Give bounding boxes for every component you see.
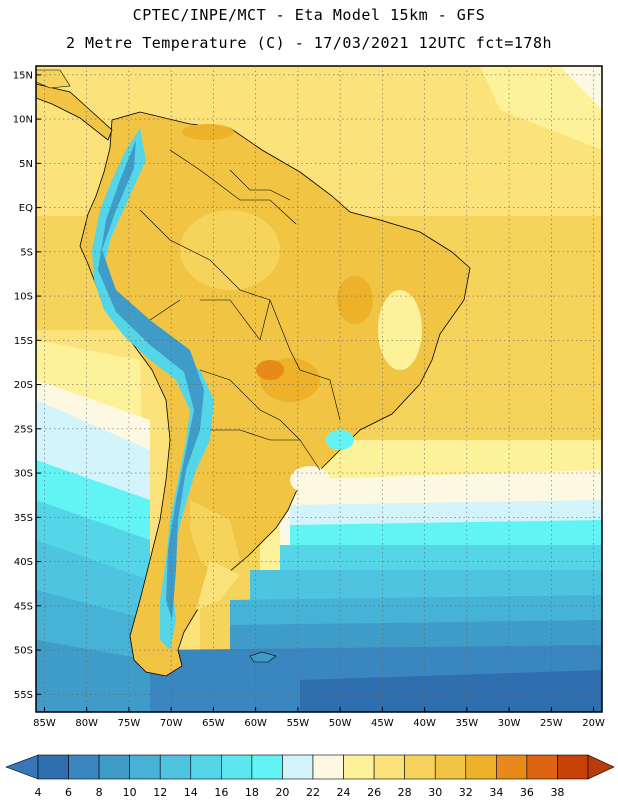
lat-label: 20S bbox=[14, 380, 33, 391]
hot-spot-brazil bbox=[337, 276, 373, 324]
lat-label: 5N bbox=[19, 159, 33, 170]
falkland-islands bbox=[249, 651, 277, 663]
map-frame bbox=[35, 65, 603, 713]
latitude-labels: 15N 10N 5N EQ 5S 10S 15S 20S 25S 30S 35S 40S 45S 50S 5… bbox=[13, 70, 33, 700]
lon-label: 70W bbox=[160, 718, 183, 729]
colorbar-label: 16 bbox=[214, 786, 228, 799]
patagonia-warm bbox=[190, 500, 240, 580]
colorbar-swatch bbox=[190, 754, 222, 780]
colorbar-label: 8 bbox=[96, 786, 103, 799]
colorbar-low-arrow bbox=[5, 754, 39, 780]
colorbar-swatch bbox=[343, 754, 375, 780]
colorbar-swatch bbox=[98, 754, 130, 780]
colorbar-swatch bbox=[251, 754, 283, 780]
lat-label: 5S bbox=[20, 247, 33, 258]
uruguay-cool bbox=[290, 466, 330, 494]
lon-label: 45W bbox=[371, 718, 394, 729]
colorbar-label: 10 bbox=[123, 786, 137, 799]
colorbar-label: 22 bbox=[306, 786, 320, 799]
lat-label: 40S bbox=[14, 557, 33, 568]
very-hot-spot bbox=[256, 360, 284, 380]
lon-label: 80W bbox=[75, 718, 98, 729]
colorbar-swatch bbox=[526, 754, 558, 780]
colorbar-label: 32 bbox=[459, 786, 473, 799]
colorbar: 4 6 8 10 12 14 16 18 20 22 24 26 28 30 32 34 36 38 bbox=[5, 754, 615, 799]
lat-label: 10N bbox=[13, 115, 33, 126]
colorbar-label: 30 bbox=[428, 786, 442, 799]
colorbar-label: 14 bbox=[184, 786, 198, 799]
lat-label: 25S bbox=[14, 424, 33, 435]
pacific-band-8 bbox=[36, 640, 150, 712]
amazon-mild-area bbox=[180, 210, 280, 290]
lat-label: 55S bbox=[14, 690, 33, 701]
colorbar-label: 34 bbox=[489, 786, 503, 799]
lon-label: 25W bbox=[540, 718, 563, 729]
ne-atlantic-mild bbox=[480, 66, 602, 150]
colorbar-swatch bbox=[557, 754, 589, 780]
lon-label: 55W bbox=[287, 718, 310, 729]
chart-title: CPTEC/INPE/MCT - Eta Model 15km - GFS bbox=[132, 6, 486, 24]
hot-spot-venezuela bbox=[182, 124, 234, 140]
colorbar-swatch bbox=[221, 754, 253, 780]
map-field bbox=[36, 66, 602, 712]
chart-subtitle: 2 Metre Temperature (C) - 17/03/2021 12U… bbox=[65, 34, 553, 52]
colorbar-label: 4 bbox=[35, 786, 42, 799]
graticule bbox=[36, 66, 602, 712]
colorbar-swatch bbox=[159, 754, 192, 780]
central-america bbox=[36, 83, 113, 141]
colorbar-swatch bbox=[496, 754, 528, 780]
lat-label: 45S bbox=[14, 601, 33, 612]
colorbar-swatch bbox=[68, 754, 100, 780]
lon-label: 65W bbox=[202, 718, 225, 729]
colorbar-swatch bbox=[37, 754, 69, 780]
lat-label: 15N bbox=[13, 70, 33, 81]
lat-label: 50S bbox=[14, 646, 33, 657]
mexico-coast bbox=[36, 69, 71, 89]
colorbar-label: 20 bbox=[275, 786, 289, 799]
lat-label: EQ bbox=[19, 203, 33, 214]
lon-label: 30W bbox=[498, 718, 521, 729]
colorbar-swatch bbox=[434, 754, 467, 780]
lon-label: 35W bbox=[456, 718, 479, 729]
lon-label: 75W bbox=[118, 718, 141, 729]
lon-label: 20W bbox=[582, 718, 605, 729]
colorbar-high-arrow bbox=[587, 754, 615, 780]
colorbar-swatch bbox=[404, 754, 436, 780]
colorbar-label: 6 bbox=[65, 786, 72, 799]
lat-label: 30S bbox=[14, 469, 33, 480]
colorbar-label: 18 bbox=[245, 786, 259, 799]
colorbar-label: 38 bbox=[550, 786, 564, 799]
colorbar-label: 28 bbox=[398, 786, 412, 799]
lon-label: 85W bbox=[33, 718, 56, 729]
colorbar-swatch bbox=[129, 754, 161, 780]
colorbar-swatch bbox=[282, 754, 314, 780]
lat-label: 35S bbox=[14, 513, 33, 524]
colorbar-label: 26 bbox=[367, 786, 381, 799]
colorbar-label: 24 bbox=[337, 786, 351, 799]
longitude-labels: 85W 80W 75W 70W 65W 60W 55W 50W 45W 40W 35W 30W 25W 2… bbox=[33, 718, 605, 729]
colorbar-swatch bbox=[465, 754, 497, 780]
colorbar-swatch bbox=[373, 754, 405, 780]
lon-label: 60W bbox=[244, 718, 267, 729]
colorbar-label: 36 bbox=[520, 786, 534, 799]
ne-atlantic-cool bbox=[560, 66, 602, 110]
lat-label: 10S bbox=[14, 292, 33, 303]
andes-core bbox=[98, 140, 204, 620]
lon-label: 50W bbox=[329, 718, 352, 729]
colorbar-label: 12 bbox=[153, 786, 167, 799]
patagonia-mild bbox=[196, 560, 240, 610]
southern-band-4 bbox=[300, 670, 602, 712]
brazil-highlands bbox=[378, 290, 422, 370]
colorbar-swatch bbox=[312, 754, 344, 780]
lat-label: 15S bbox=[14, 336, 33, 347]
lon-label: 40W bbox=[413, 718, 436, 729]
